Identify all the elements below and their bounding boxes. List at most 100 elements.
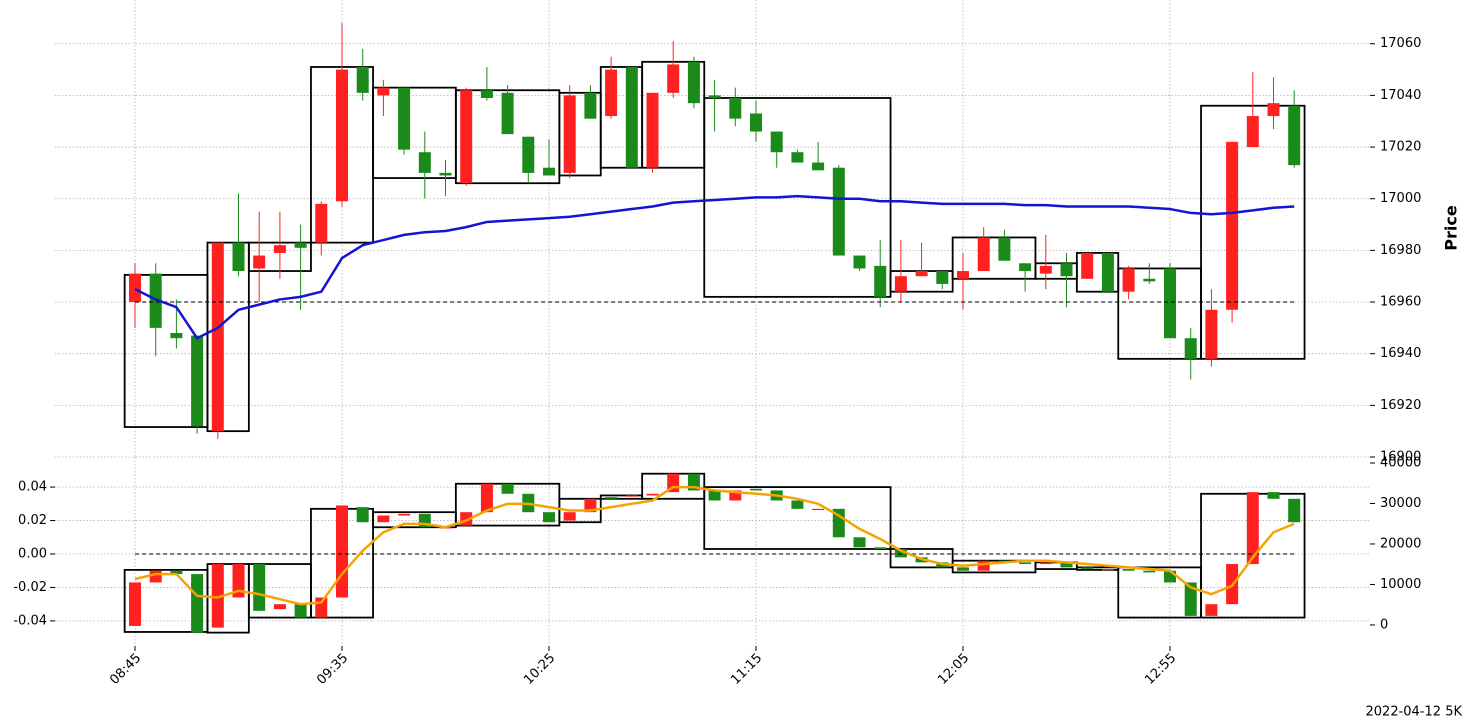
candle-body xyxy=(894,276,907,292)
candle-body xyxy=(336,505,348,598)
candle-body xyxy=(563,95,576,173)
candle-body xyxy=(232,242,245,272)
candle-body xyxy=(480,90,493,98)
y-tick-label: -0.04 xyxy=(13,613,47,628)
candle-body xyxy=(915,271,928,277)
candle-body xyxy=(522,136,535,173)
range-box xyxy=(558,497,602,524)
series-line xyxy=(134,485,1295,606)
x-tick-label: 08:45 xyxy=(107,651,144,688)
candle-body xyxy=(1101,252,1114,292)
candle-body xyxy=(253,564,266,611)
candle-body xyxy=(1039,562,1052,565)
candle-body xyxy=(605,69,618,117)
candle-body xyxy=(1039,265,1052,274)
candle-body xyxy=(750,488,762,491)
candle-body xyxy=(191,574,204,633)
candle-body xyxy=(770,131,783,153)
candle-body xyxy=(356,507,369,523)
x-tick-label: 09:35 xyxy=(314,651,351,688)
footer: 2022-04-12 5K xyxy=(1366,705,1463,720)
candle-body xyxy=(1019,562,1032,565)
x-tick-label: 12:55 xyxy=(1142,651,1179,688)
range-box xyxy=(372,86,457,179)
candle-body xyxy=(149,570,162,583)
candle-body xyxy=(315,203,328,243)
candle-body xyxy=(273,604,286,610)
candle-body xyxy=(584,92,597,119)
candle-body xyxy=(1184,338,1197,359)
candle-body xyxy=(1081,567,1094,570)
range-box xyxy=(206,241,250,433)
candle-body xyxy=(977,237,990,272)
candle-body xyxy=(998,237,1011,261)
y-axis-label: Price xyxy=(1442,205,1461,251)
x-tick-label: 10:25 xyxy=(521,651,558,688)
candle-body xyxy=(605,497,618,499)
candle-body xyxy=(687,61,700,104)
range-box xyxy=(703,97,892,298)
candle-body xyxy=(1122,569,1135,571)
range-box xyxy=(703,486,892,550)
candle-body xyxy=(853,537,866,548)
candle-body xyxy=(832,508,845,538)
candle-body xyxy=(439,172,452,176)
y-tick-label: 0.02 xyxy=(18,513,47,528)
candle-body xyxy=(729,97,742,119)
candle-body xyxy=(625,495,638,497)
candle-body xyxy=(1226,141,1239,310)
candle-body xyxy=(812,508,825,511)
candle-body xyxy=(460,90,473,184)
candle-body xyxy=(418,152,431,173)
candle-body xyxy=(812,162,825,171)
candle-body xyxy=(294,242,307,248)
candle-body xyxy=(398,513,411,516)
candle-body xyxy=(273,245,286,253)
candle-body xyxy=(129,582,141,626)
y-tick-label: 0.00 xyxy=(18,547,47,562)
candle-body xyxy=(791,152,804,163)
y-tick-label: 17000 xyxy=(1380,191,1421,206)
series-line xyxy=(134,194,1295,340)
candle-body xyxy=(791,500,804,509)
candle-body xyxy=(1267,492,1280,499)
candle-body xyxy=(232,564,245,598)
x-tick-label: 11:15 xyxy=(728,651,765,688)
candle-body xyxy=(957,271,969,279)
candle-body xyxy=(1205,604,1218,616)
range-box xyxy=(951,236,1037,280)
candle-body xyxy=(1267,103,1280,117)
candle-body xyxy=(708,95,721,98)
y-tick-label: 17060 xyxy=(1380,36,1421,51)
candle-body xyxy=(874,547,887,549)
y-tick-label: 16940 xyxy=(1380,346,1421,361)
candle-body xyxy=(625,66,638,168)
candle-body xyxy=(1122,268,1135,292)
candle-body xyxy=(874,265,887,297)
candle-body xyxy=(750,113,762,132)
y-tick-label: -0.02 xyxy=(13,580,47,595)
candle-body xyxy=(356,66,369,93)
candle-body xyxy=(957,567,969,571)
candle-body xyxy=(1246,116,1259,148)
candle-body xyxy=(1081,252,1094,279)
candle-body xyxy=(543,512,555,523)
candle-body xyxy=(170,570,183,575)
candle-body xyxy=(1019,263,1032,272)
candle-body xyxy=(398,87,411,150)
candle-body xyxy=(336,69,348,202)
candle-body xyxy=(1060,562,1073,568)
candle-body xyxy=(977,560,990,571)
candle-body xyxy=(646,92,659,168)
y-tick-label: 17040 xyxy=(1380,88,1421,103)
x-tick-label: 12:05 xyxy=(935,651,972,688)
candle-body xyxy=(211,242,224,432)
y-tick-label: 16920 xyxy=(1380,398,1421,413)
candle-body xyxy=(1164,570,1176,583)
y-tick-label: 16900 xyxy=(1380,450,1421,465)
y-tick-label: 16980 xyxy=(1380,243,1421,258)
y-tick-label: 16960 xyxy=(1380,295,1421,310)
candle-body xyxy=(708,490,721,501)
candle-body xyxy=(1143,570,1156,573)
